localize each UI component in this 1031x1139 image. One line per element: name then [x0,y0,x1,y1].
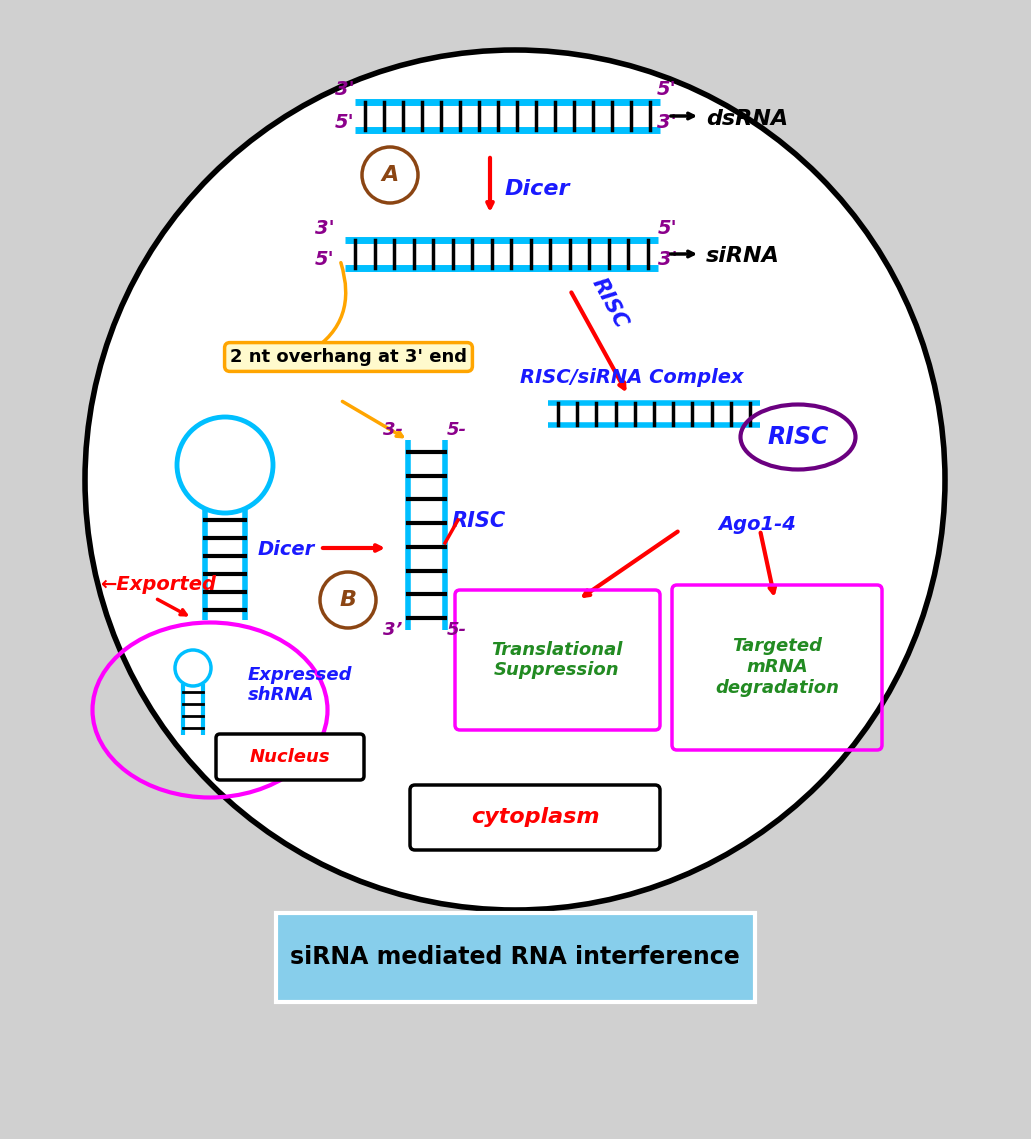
Text: siRNA mediated RNA interference: siRNA mediated RNA interference [290,945,740,969]
Text: Dicer: Dicer [505,179,570,199]
Text: 5-: 5- [447,621,467,639]
Text: Nucleus: Nucleus [250,748,330,767]
Text: 3-: 3- [383,421,403,439]
Circle shape [85,50,945,910]
Text: dsRNA: dsRNA [706,109,788,129]
Text: Expressed
shRNA: Expressed shRNA [248,665,353,704]
Text: 3': 3' [657,113,676,132]
Text: Dicer: Dicer [258,540,315,559]
FancyBboxPatch shape [217,734,364,780]
FancyBboxPatch shape [410,785,660,850]
Text: 3': 3' [335,80,355,99]
Text: 5': 5' [335,113,355,132]
Text: RISC: RISC [767,425,829,449]
Text: Ago1-4: Ago1-4 [718,515,796,534]
Text: RISC: RISC [588,274,631,331]
Text: Targeted
mRNA
degradation: Targeted mRNA degradation [716,637,839,697]
Text: 5': 5' [658,219,677,238]
Text: cytoplasm: cytoplasm [471,808,599,827]
Text: 3': 3' [315,219,335,238]
Text: ←Exported: ←Exported [100,575,217,595]
Text: 2 nt overhang at 3' end: 2 nt overhang at 3' end [230,349,467,366]
Text: 5': 5' [315,249,335,269]
FancyBboxPatch shape [276,913,755,1002]
Text: RISC: RISC [452,511,506,531]
Text: 3': 3' [658,249,677,269]
Text: RISC/siRNA Complex: RISC/siRNA Complex [520,368,743,387]
Text: B: B [339,590,357,611]
Text: 5': 5' [657,80,676,99]
Text: siRNA: siRNA [706,246,779,267]
Text: 3’: 3’ [383,621,402,639]
Text: A: A [381,165,399,185]
Text: 5-: 5- [447,421,467,439]
Text: Translational
Suppression: Translational Suppression [492,640,623,679]
